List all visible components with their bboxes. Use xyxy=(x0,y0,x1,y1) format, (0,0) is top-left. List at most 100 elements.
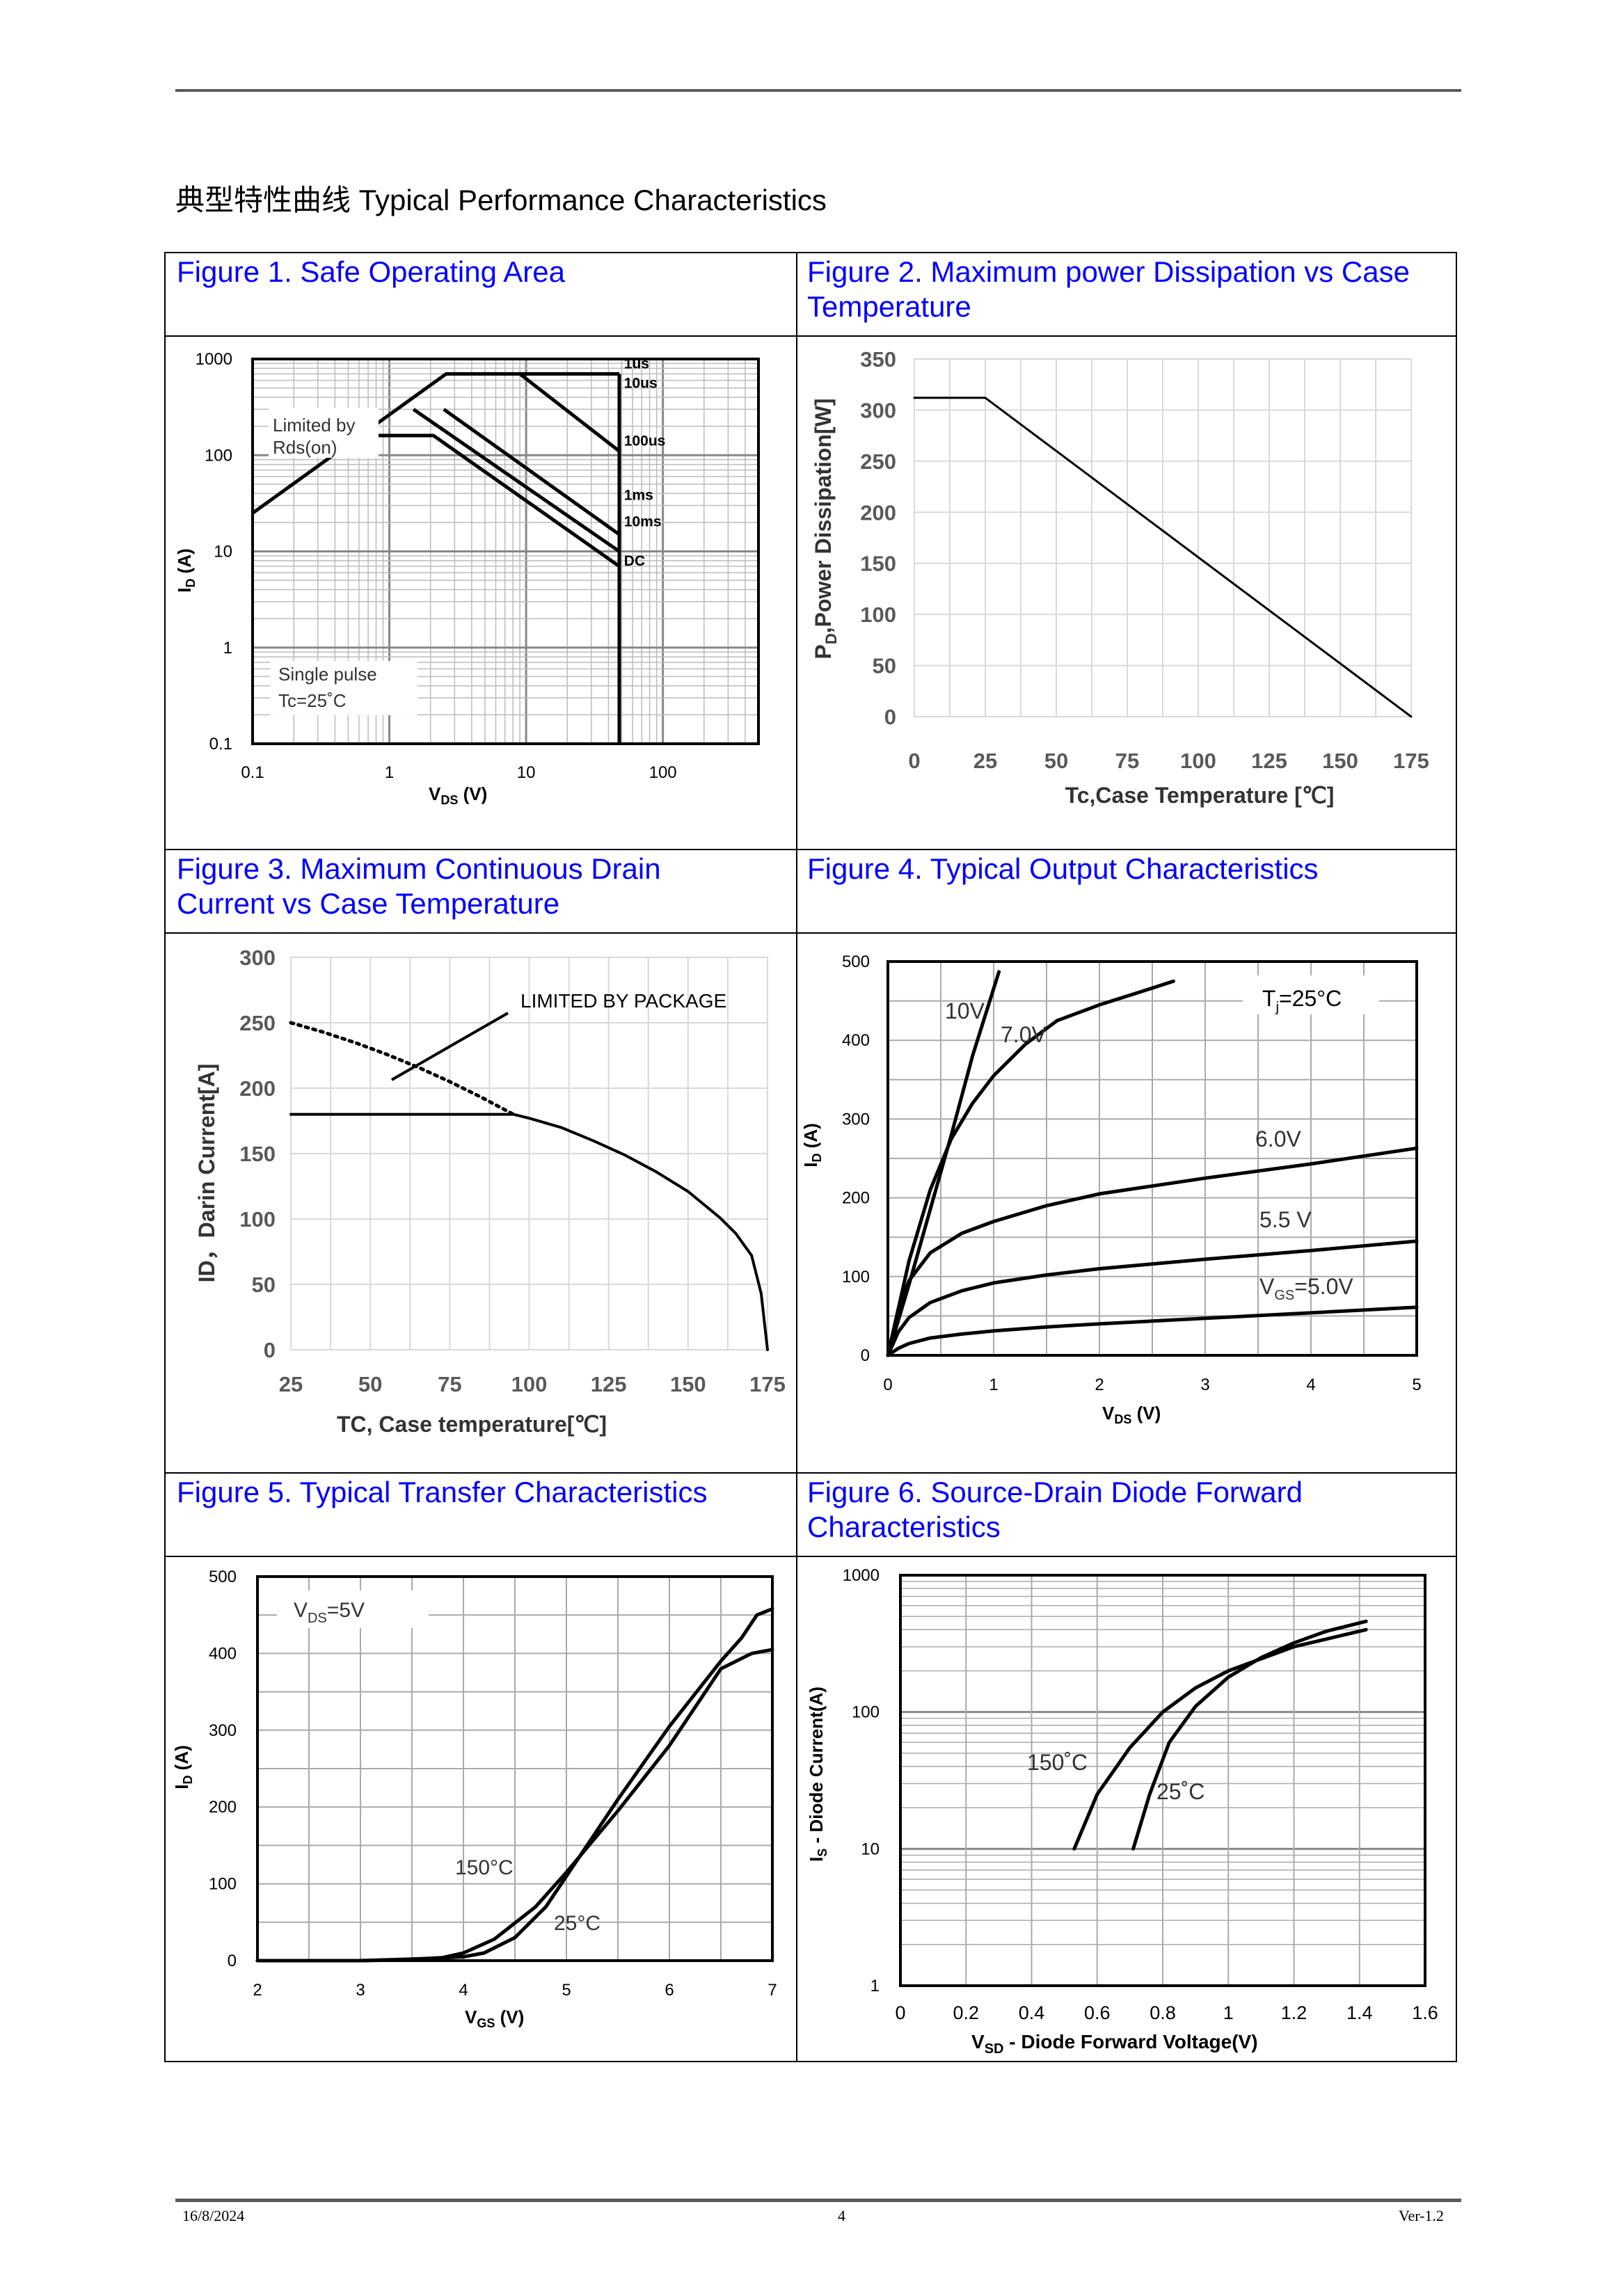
tick-label: 400 xyxy=(842,1031,870,1050)
figure-6-caption-line1: Figure 6. Source-Drain Diode Forward xyxy=(807,1476,1303,1508)
legend-background xyxy=(1243,975,1379,1014)
label-6v: 6.0V xyxy=(1255,1126,1301,1151)
tick-label: 5 xyxy=(1412,1376,1421,1394)
tick-label: 500 xyxy=(209,1568,237,1586)
label-vgs-5v: VGS=5.0V xyxy=(1259,1274,1353,1303)
tick-label: 100 xyxy=(209,1875,237,1894)
series-line-1 xyxy=(886,979,1175,1357)
tick-label: 175 xyxy=(749,1372,786,1396)
tick-label: 2 xyxy=(1095,1376,1104,1394)
tick-label: 0 xyxy=(861,1346,870,1365)
tick-label: 0.4 xyxy=(1019,2002,1045,2023)
y-axis-label: ID (A) xyxy=(171,1745,195,1789)
tick-label: 1000 xyxy=(843,1566,880,1585)
tick-label: 1 xyxy=(989,1376,998,1394)
tick-label: 7 xyxy=(768,1981,777,2000)
tick-label: 400 xyxy=(209,1644,237,1663)
tick-label: 150 xyxy=(670,1372,706,1396)
label-10v: 10V xyxy=(945,998,985,1023)
tick-label: 300 xyxy=(239,946,276,970)
series-line-4 xyxy=(886,1305,1419,1357)
series-line-1 xyxy=(1131,1619,1368,1851)
tick-label: 0.1 xyxy=(241,763,264,782)
footer-date: 16/8/2024 xyxy=(182,2207,245,2224)
x-axis-label: VSD - Diode Forward Voltage(V) xyxy=(971,2031,1258,2057)
series-line-0 xyxy=(913,397,1413,718)
annotation-limited-line1: Limited by xyxy=(273,415,356,436)
tick-label: 200 xyxy=(842,1189,870,1208)
tick-label: 200 xyxy=(209,1798,237,1817)
tick-label: 0 xyxy=(884,705,896,729)
series-line-0 xyxy=(1072,1627,1368,1851)
x-axis-label: Tc,Case Temperature [℃] xyxy=(1065,783,1335,808)
tick-label: 100 xyxy=(649,763,677,782)
series-label-dc: DC xyxy=(624,553,645,569)
tick-label: 100 xyxy=(852,1703,880,1722)
figure-6-caption-line2: Characteristics xyxy=(807,1510,1001,1543)
row-divider xyxy=(166,335,1456,337)
tick-label: 1000 xyxy=(196,350,232,369)
tick-label: 0 xyxy=(883,1376,892,1394)
tick-label: 75 xyxy=(1115,749,1139,773)
tick-label: 100 xyxy=(860,603,896,627)
figure-2-chart: 0 25 50 75 100 125 150 175 0 50 100 150 200 250 300 350… xyxy=(811,347,1429,808)
plot-frame xyxy=(899,1574,1426,1987)
footer-page-number: 4 xyxy=(838,2207,845,2224)
tick-label: 175 xyxy=(1393,749,1429,773)
label-150c: 150°C xyxy=(455,1856,514,1879)
legend-background xyxy=(277,1591,429,1628)
label-7v: 7.0V xyxy=(1001,1022,1047,1047)
tick-label: 200 xyxy=(860,500,896,525)
tick-label: 10 xyxy=(214,543,232,561)
tick-label: 150 xyxy=(1322,749,1358,773)
row-divider xyxy=(166,1472,1456,1474)
tick-label: 1.4 xyxy=(1346,2002,1373,2023)
series-line-3 xyxy=(886,1239,1419,1357)
annotation-limited-by-package: LIMITED BY PACKAGE xyxy=(520,990,726,1012)
tick-label: 0.8 xyxy=(1150,2002,1176,2023)
tick-label: 100 xyxy=(842,1268,870,1286)
tick-label: 0.6 xyxy=(1084,2002,1111,2023)
y-axis-label: ID，Darin Current[A] xyxy=(194,1064,219,1283)
figure-5-chart: 2 3 4 5 6 7 0 100 200 300 400 500 VDS=5V 150°C 25°C… xyxy=(171,1568,777,2030)
figure-3-caption-line2: Current vs Case Temperature xyxy=(177,887,560,920)
series-label-100us: 100us xyxy=(624,433,666,449)
tick-label: 300 xyxy=(860,398,896,422)
tick-label: 50 xyxy=(1044,749,1068,773)
tick-label: 1 xyxy=(385,763,394,782)
tick-label: 1.2 xyxy=(1281,2002,1307,2023)
tick-label: 100 xyxy=(511,1372,548,1396)
figure-3-caption-line1: Figure 3. Maximum Continuous Drain xyxy=(177,852,661,885)
series-line-0 xyxy=(886,970,1001,1357)
tick-label: 300 xyxy=(209,1721,237,1740)
annotation-pulse-line1: Single pulse xyxy=(278,664,377,685)
label-150c: 150˚C xyxy=(1027,1750,1088,1775)
bottom-rule xyxy=(175,2199,1461,2202)
legend-tj: Tj=25°C xyxy=(1262,986,1342,1015)
annotation-background xyxy=(270,661,418,715)
series-label-10us: 10us xyxy=(624,375,658,391)
label-5-5v: 5.5 V xyxy=(1259,1207,1312,1232)
series-line-1 xyxy=(255,1607,774,1963)
figure-4-caption: Figure 4. Typical Output Characteristics xyxy=(807,852,1319,885)
x-axis-label: VDS (V) xyxy=(429,783,487,807)
series-label-10ms: 10ms xyxy=(624,513,662,529)
section-title: 典型特性曲线 Typical Performance Characteristi… xyxy=(175,184,827,216)
x-axis-label: VDS (V) xyxy=(1102,1403,1161,1426)
tick-label: 1 xyxy=(223,639,232,657)
tick-label: 100 xyxy=(205,446,232,465)
tick-label: 50 xyxy=(252,1273,276,1297)
tick-label: 0 xyxy=(264,1338,276,1362)
figure-table: Figure 1. Safe Operating Area Figure 2. … xyxy=(164,252,1457,2062)
figure-3-chart: 25 50 75 100 125 150 175 0 50 100 150 200 250 300 LIM… xyxy=(194,946,786,1437)
series-line-1ms xyxy=(412,408,621,553)
tick-label: 5 xyxy=(562,1981,571,2000)
tick-label: 100 xyxy=(1180,749,1216,773)
tick-label: 4 xyxy=(459,1981,468,2000)
tick-label: 0.1 xyxy=(209,735,232,754)
tick-label: 125 xyxy=(1251,749,1287,773)
tick-label: 250 xyxy=(239,1011,276,1035)
label-25c: 25°C xyxy=(554,1912,601,1935)
